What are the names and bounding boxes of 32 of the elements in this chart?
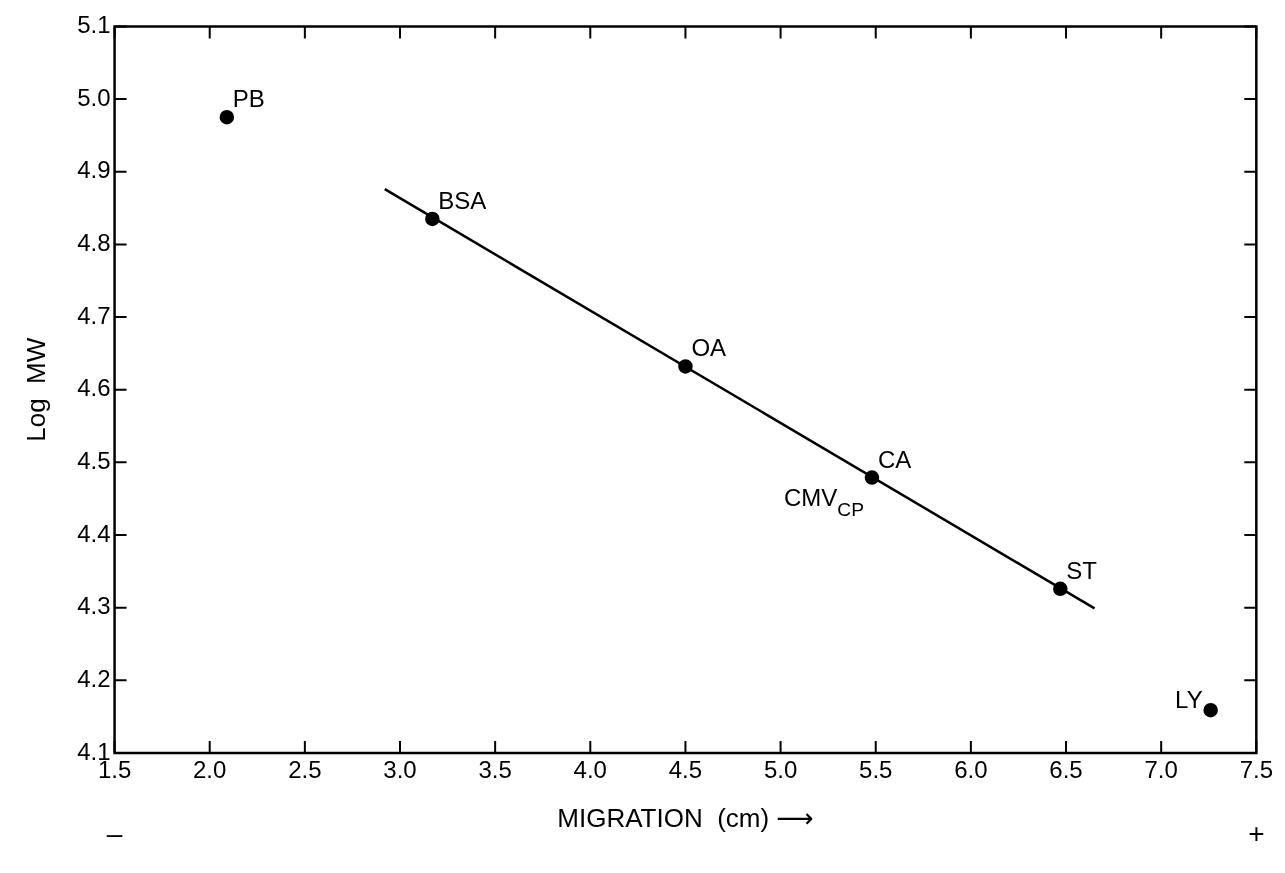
- y-tick-label: 5.0: [77, 83, 111, 111]
- annotation: PB: [232, 85, 265, 113]
- y-tick-label: 4.6: [77, 374, 111, 402]
- annotation: CA: [877, 445, 912, 473]
- x-tick-label: 4.0: [573, 756, 607, 784]
- y-tick-label: 4.5: [77, 446, 111, 474]
- y-tick-label: 4.8: [77, 229, 111, 257]
- y-tick-label: 4.7: [77, 301, 111, 329]
- y-axis-title: Log MW: [20, 337, 51, 442]
- text: –: [106, 818, 123, 849]
- x-tick-label: 7.5: [1239, 756, 1274, 784]
- annotation: BSA: [438, 186, 487, 214]
- x-tick-label: 7.0: [1144, 756, 1178, 784]
- y-tick-label: 4.3: [77, 592, 111, 620]
- x-axis-title: MIGRATION (cm) ⟶: [557, 802, 814, 833]
- annotation: LY: [1175, 686, 1203, 714]
- x-tick-label: 5.5: [859, 756, 893, 784]
- y-tick-label: 4.9: [77, 156, 111, 184]
- y-tick-label: 5.1: [77, 11, 111, 39]
- annotation: OA: [691, 334, 727, 362]
- x-tick-label: 5.0: [763, 756, 798, 784]
- x-tick-label: 2.5: [288, 756, 322, 784]
- x-tick-label: 3.5: [478, 756, 512, 784]
- x-tick-label: 2.0: [193, 756, 227, 784]
- x-tick-label: 4.5: [668, 756, 703, 784]
- x-tick-label: 3.0: [383, 756, 417, 784]
- x-tick-label: 6.0: [954, 756, 988, 784]
- annotation: ST: [1066, 556, 1098, 584]
- x-tick-label: 6.5: [1049, 756, 1083, 784]
- text: +: [1248, 818, 1265, 849]
- y-tick-label: 4.2: [77, 664, 111, 692]
- y-tick-label: 4.4: [77, 519, 111, 547]
